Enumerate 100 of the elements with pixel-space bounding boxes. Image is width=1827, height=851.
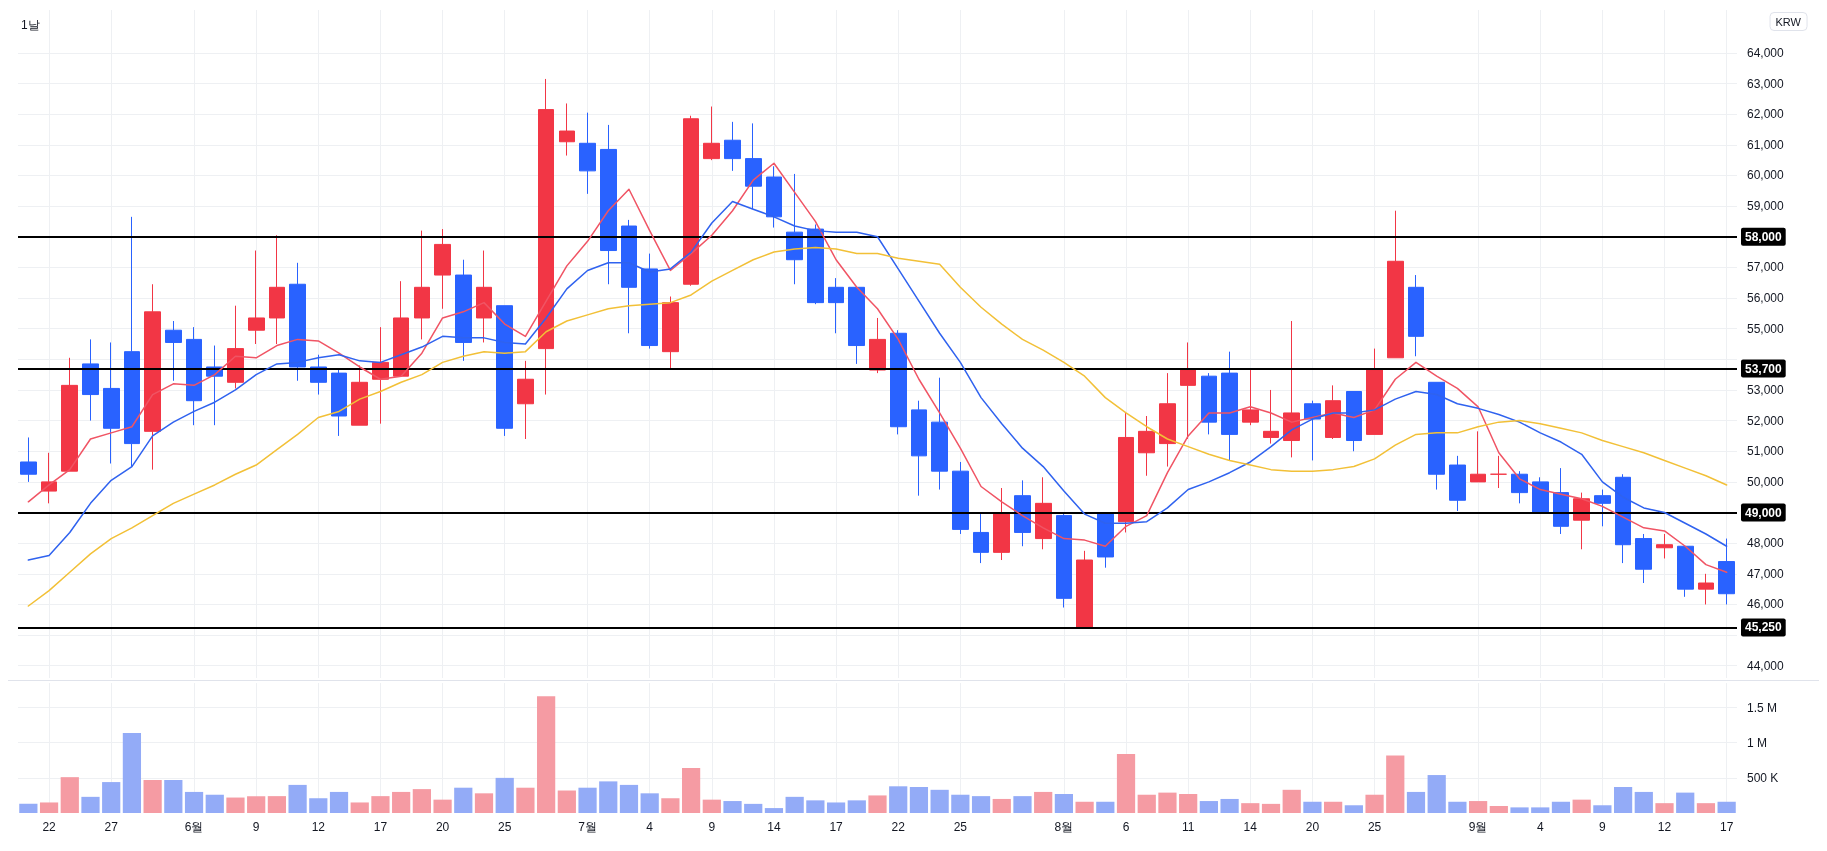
bar <box>971 796 991 813</box>
x-tick-label: 14 <box>767 820 781 834</box>
candlestick <box>683 115 699 287</box>
bar <box>205 794 224 813</box>
candlestick <box>848 286 865 365</box>
candlestick <box>1408 274 1424 357</box>
candlestick <box>1677 545 1694 598</box>
candlestick <box>1553 467 1569 535</box>
candlestick <box>1490 455 1507 489</box>
candlestick <box>911 400 927 497</box>
bar <box>1324 801 1343 813</box>
bar <box>1075 801 1094 813</box>
bar <box>247 796 266 813</box>
x-tick-label: 14 <box>1243 820 1258 834</box>
candlestick <box>1532 476 1549 514</box>
bar <box>1676 792 1695 813</box>
candlestick <box>559 102 575 157</box>
candlestick <box>1138 415 1155 477</box>
candlestick <box>1097 513 1114 569</box>
bar <box>1116 753 1136 813</box>
bar <box>868 795 887 813</box>
candlestick <box>61 357 78 472</box>
candlestick <box>745 122 762 210</box>
candlestick <box>517 360 534 440</box>
ref-line-label: 45,250 <box>1745 620 1783 635</box>
bar <box>454 787 473 813</box>
line-series <box>27 246 1728 607</box>
bar <box>785 796 804 813</box>
bar <box>392 791 411 813</box>
bar <box>267 796 286 813</box>
candlestick <box>1242 369 1259 426</box>
bar <box>474 793 494 813</box>
bar <box>806 800 825 813</box>
y-tick-label: 59,000 <box>1747 199 1785 214</box>
candlestick <box>1056 513 1072 609</box>
candlestick <box>144 283 161 471</box>
candlestick <box>1698 573 1714 605</box>
x-tick-label: 17 <box>373 820 388 834</box>
candlestick <box>703 106 720 161</box>
bar <box>122 732 142 813</box>
candlestick <box>1346 391 1362 452</box>
y-tick-label: 55,000 <box>1747 321 1785 336</box>
bar <box>1510 807 1529 813</box>
x-tick-label: 17 <box>1719 820 1734 834</box>
candlestick <box>227 305 244 389</box>
bar <box>723 801 742 813</box>
ref-line-label: 58,000 <box>1745 229 1783 244</box>
x-tick-label: 11 <box>1181 820 1195 834</box>
candlestick <box>538 78 554 396</box>
candlestick <box>1263 389 1279 445</box>
x-tick-label: 20 <box>1305 820 1320 834</box>
y-tick-label: 51,000 <box>1747 444 1785 459</box>
candlestick <box>496 305 513 437</box>
y-tick-label: 50,000 <box>1747 474 1785 489</box>
x-tick-label: 9월 <box>1468 820 1488 834</box>
bar <box>1655 803 1674 813</box>
candlestick <box>1159 372 1176 468</box>
x-tick-label: 25 <box>1367 820 1382 834</box>
candlestick <box>1428 381 1445 491</box>
candlestick <box>807 224 824 305</box>
bar <box>1613 787 1633 813</box>
bar <box>640 793 659 813</box>
candlestick <box>1076 550 1093 628</box>
x-tick-label: 17 <box>829 820 844 834</box>
candlestick <box>641 253 658 350</box>
y-tick-label: 63,000 <box>1747 76 1785 91</box>
y-tick-label: 62,000 <box>1747 107 1785 122</box>
x-tick-label: 25 <box>953 820 968 834</box>
candlestick <box>1035 476 1052 550</box>
y-tick-label: 61,000 <box>1747 137 1785 152</box>
bar <box>19 803 38 813</box>
candlestick <box>1718 538 1735 605</box>
x-tick-label: 8월 <box>1054 820 1074 834</box>
candlestick <box>1635 533 1652 584</box>
bar <box>930 789 949 813</box>
bar <box>1696 803 1716 813</box>
bar <box>1137 794 1156 813</box>
candlestick <box>1511 470 1528 504</box>
bar <box>350 802 369 813</box>
bar <box>143 779 162 813</box>
bar <box>1386 755 1405 813</box>
x-tick-label: 4 <box>1536 820 1544 834</box>
candlestick <box>1387 210 1404 359</box>
bar <box>702 799 721 813</box>
x-tick-label: 27 <box>104 820 119 834</box>
bar <box>1634 791 1653 813</box>
bar <box>1096 801 1115 813</box>
bar <box>1489 805 1508 813</box>
candlestick <box>1325 384 1341 440</box>
candlestick <box>434 228 451 310</box>
bar <box>226 797 245 813</box>
bar <box>619 784 639 813</box>
bar <box>81 796 100 813</box>
ref-line-label: 49,000 <box>1745 505 1783 520</box>
candlestick <box>828 277 844 334</box>
candlestick <box>1594 489 1611 527</box>
bar <box>516 787 535 813</box>
y-tick-label: 57,000 <box>1747 260 1785 275</box>
y-tick-label: 1 M <box>1747 735 1768 750</box>
candlestick <box>165 320 182 382</box>
